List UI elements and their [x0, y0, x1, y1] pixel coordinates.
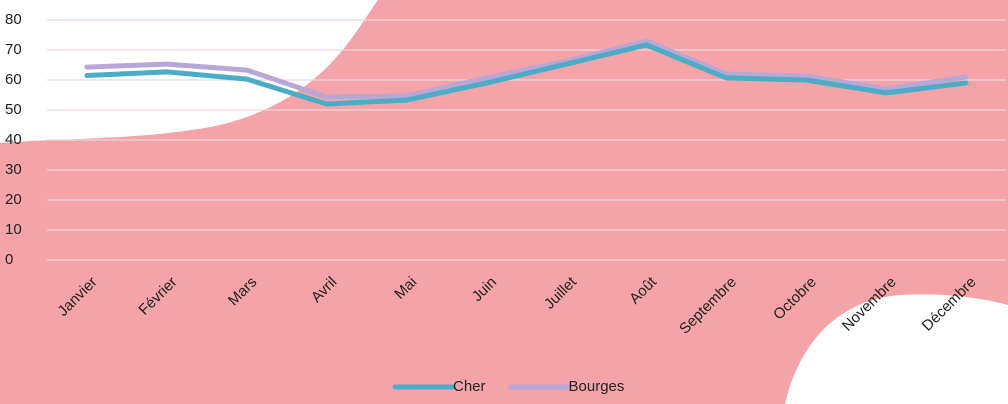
y-tick-label: 50 [5, 101, 22, 118]
chart: 01020304050607080JanvierFévrierMarsAvril… [0, 0, 1008, 404]
y-tick-label: 20 [5, 191, 22, 208]
y-tick-label: 40 [5, 131, 22, 148]
y-tick-label: 80 [5, 11, 22, 28]
y-tick-label: 30 [5, 161, 22, 178]
y-tick-label: 60 [5, 71, 22, 88]
y-tick-label: 70 [5, 41, 22, 58]
legend-label: Cher [453, 378, 486, 395]
y-tick-label: 0 [5, 251, 13, 268]
y-tick-label: 10 [5, 221, 22, 238]
legend-label: Bourges [569, 378, 625, 395]
